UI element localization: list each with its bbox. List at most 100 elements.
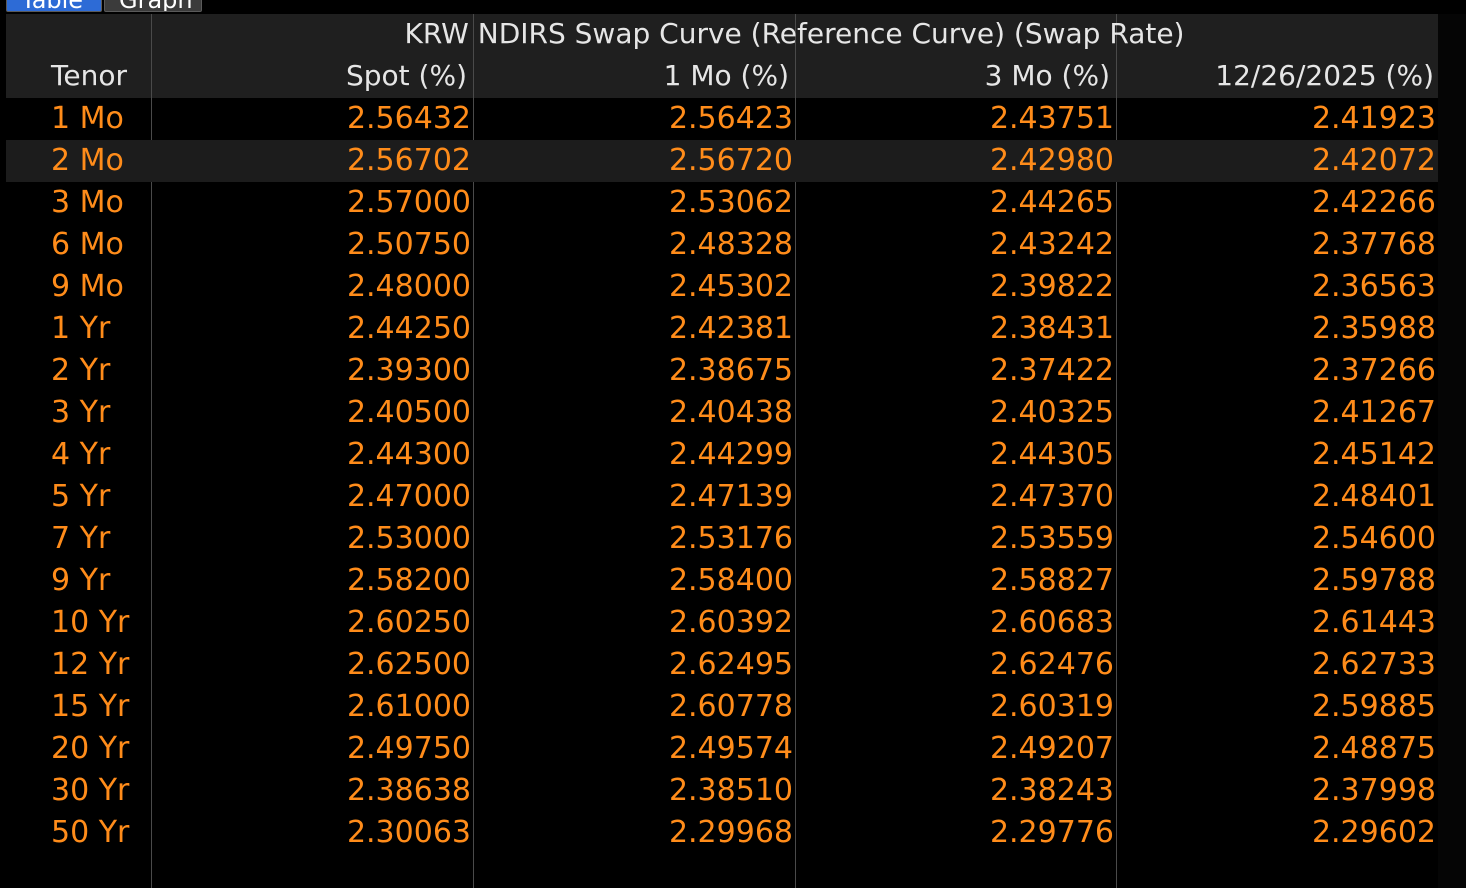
tenor-cell: 50 Yr: [51, 815, 130, 850]
tenor-cell: 3 Mo: [51, 185, 124, 220]
rate-cell-3mo: 2.29776: [989, 815, 1114, 850]
table-row[interactable]: 15 Yr 2.61000 2.60778 2.60319 2.59885: [6, 686, 1438, 728]
rate-cell-date: 2.37266: [1311, 353, 1436, 388]
tenor-cell: 4 Yr: [51, 437, 111, 472]
column-header-1mo[interactable]: 1 Mo (%): [663, 59, 789, 92]
table-row[interactable]: 9 Yr 2.58200 2.58400 2.58827 2.59788: [6, 560, 1438, 602]
table-row[interactable]: 2 Yr 2.39300 2.38675 2.37422 2.37266: [6, 350, 1438, 392]
rate-cell-spot: 2.40500: [346, 395, 471, 430]
column-divider: [151, 14, 152, 888]
table-row[interactable]: 9 Mo 2.48000 2.45302 2.39822 2.36563: [6, 266, 1438, 308]
column-divider: [473, 14, 474, 888]
column-header-spot[interactable]: Spot (%): [345, 59, 467, 92]
table-row[interactable]: 12 Yr 2.62500 2.62495 2.62476 2.62733: [6, 644, 1438, 686]
tenor-cell: 2 Yr: [51, 353, 111, 388]
rate-cell-date: 2.42266: [1311, 185, 1436, 220]
table-row[interactable]: 2 Mo 2.56702 2.56720 2.42980 2.42072: [6, 140, 1438, 182]
column-divider: [1116, 14, 1117, 888]
rate-cell-date: 2.41923: [1311, 101, 1436, 136]
tenor-cell: 6 Mo: [51, 227, 124, 262]
column-header-tenor[interactable]: Tenor: [51, 59, 127, 92]
rate-cell-spot: 2.56702: [346, 143, 471, 178]
table-row[interactable]: 30 Yr 2.38638 2.38510 2.38243 2.37998: [6, 770, 1438, 812]
rate-cell-3mo: 2.47370: [989, 479, 1114, 514]
rate-cell-spot: 2.60250: [346, 605, 471, 640]
rate-cell-date: 2.29602: [1311, 815, 1436, 850]
rate-cell-3mo: 2.38243: [989, 773, 1114, 808]
rate-cell-date: 2.35988: [1311, 311, 1436, 346]
rate-cell-spot: 2.58200: [346, 563, 471, 598]
table-row[interactable]: 1 Mo 2.56432 2.56423 2.43751 2.41923: [6, 98, 1438, 140]
rate-cell-3mo: 2.53559: [989, 521, 1114, 556]
rate-cell-date: 2.37768: [1311, 227, 1436, 262]
tenor-cell: 9 Yr: [51, 563, 111, 598]
rate-cell-date: 2.45142: [1311, 437, 1436, 472]
view-tab-bar: Table Graph: [0, 0, 1466, 13]
rate-cell-date: 2.41267: [1311, 395, 1436, 430]
rate-cell-date: 2.62733: [1311, 647, 1436, 682]
rate-cell-1mo: 2.60392: [668, 605, 793, 640]
rate-cell-3mo: 2.42980: [989, 143, 1114, 178]
rate-cell-1mo: 2.44299: [668, 437, 793, 472]
column-header-3mo[interactable]: 3 Mo (%): [984, 59, 1110, 92]
rate-cell-3mo: 2.38431: [989, 311, 1114, 346]
rate-cell-1mo: 2.47139: [668, 479, 793, 514]
table-row[interactable]: 1 Yr 2.44250 2.42381 2.38431 2.35988: [6, 308, 1438, 350]
rate-cell-spot: 2.39300: [346, 353, 471, 388]
rate-cell-1mo: 2.48328: [668, 227, 793, 262]
column-header-date[interactable]: 12/26/2025 (%): [1215, 59, 1434, 92]
rate-cell-date: 2.61443: [1311, 605, 1436, 640]
rate-cell-date: 2.37998: [1311, 773, 1436, 808]
tenor-cell: 1 Yr: [51, 311, 111, 346]
rate-cell-1mo: 2.38510: [668, 773, 793, 808]
rate-cell-3mo: 2.43751: [989, 101, 1114, 136]
table-row[interactable]: 10 Yr 2.60250 2.60392 2.60683 2.61443: [6, 602, 1438, 644]
rate-cell-date: 2.54600: [1311, 521, 1436, 556]
rate-cell-spot: 2.50750: [346, 227, 471, 262]
tenor-cell: 1 Mo: [51, 101, 124, 136]
table-row[interactable]: 3 Mo 2.57000 2.53062 2.44265 2.42266: [6, 182, 1438, 224]
rate-cell-date: 2.59885: [1311, 689, 1436, 724]
rate-cell-1mo: 2.40438: [668, 395, 793, 430]
rate-cell-spot: 2.49750: [346, 731, 471, 766]
table-row[interactable]: 20 Yr 2.49750 2.49574 2.49207 2.48875: [6, 728, 1438, 770]
rate-cell-1mo: 2.45302: [668, 269, 793, 304]
rate-cell-1mo: 2.58400: [668, 563, 793, 598]
rate-cell-1mo: 2.49574: [668, 731, 793, 766]
table-row[interactable]: 7 Yr 2.53000 2.53176 2.53559 2.54600: [6, 518, 1438, 560]
table-row[interactable]: 6 Mo 2.50750 2.48328 2.43242 2.37768: [6, 224, 1438, 266]
rate-cell-3mo: 2.39822: [989, 269, 1114, 304]
rate-cell-date: 2.42072: [1311, 143, 1436, 178]
rate-cell-3mo: 2.40325: [989, 395, 1114, 430]
rate-cell-spot: 2.57000: [346, 185, 471, 220]
column-divider: [795, 14, 796, 888]
rate-cell-1mo: 2.38675: [668, 353, 793, 388]
rate-cell-3mo: 2.60683: [989, 605, 1114, 640]
scrollbar-track[interactable]: [1438, 14, 1466, 888]
rate-cell-spot: 2.48000: [346, 269, 471, 304]
rate-cell-spot: 2.47000: [346, 479, 471, 514]
table-row[interactable]: 4 Yr 2.44300 2.44299 2.44305 2.45142: [6, 434, 1438, 476]
tenor-cell: 2 Mo: [51, 143, 124, 178]
curve-title: KRW NDIRS Swap Curve (Reference Curve) (…: [404, 17, 1185, 50]
tab-graph[interactable]: Graph: [104, 0, 202, 12]
rate-cell-spot: 2.38638: [346, 773, 471, 808]
rate-cell-1mo: 2.60778: [668, 689, 793, 724]
rate-cell-3mo: 2.37422: [989, 353, 1114, 388]
rate-cell-spot: 2.56432: [346, 101, 471, 136]
tenor-cell: 20 Yr: [51, 731, 130, 766]
tab-table[interactable]: Table: [6, 0, 102, 12]
rate-cell-spot: 2.44300: [346, 437, 471, 472]
table-row[interactable]: 3 Yr 2.40500 2.40438 2.40325 2.41267: [6, 392, 1438, 434]
tenor-cell: 3 Yr: [51, 395, 111, 430]
rate-cell-3mo: 2.44265: [989, 185, 1114, 220]
rate-cell-1mo: 2.56423: [668, 101, 793, 136]
table-row[interactable]: 5 Yr 2.47000 2.47139 2.47370 2.48401: [6, 476, 1438, 518]
rate-cell-3mo: 2.44305: [989, 437, 1114, 472]
rate-cell-spot: 2.62500: [346, 647, 471, 682]
tenor-cell: 30 Yr: [51, 773, 130, 808]
swap-curve-table: KRW NDIRS Swap Curve (Reference Curve) (…: [6, 14, 1438, 888]
rate-cell-1mo: 2.42381: [668, 311, 793, 346]
table-row[interactable]: 50 Yr 2.30063 2.29968 2.29776 2.29602: [6, 812, 1438, 854]
